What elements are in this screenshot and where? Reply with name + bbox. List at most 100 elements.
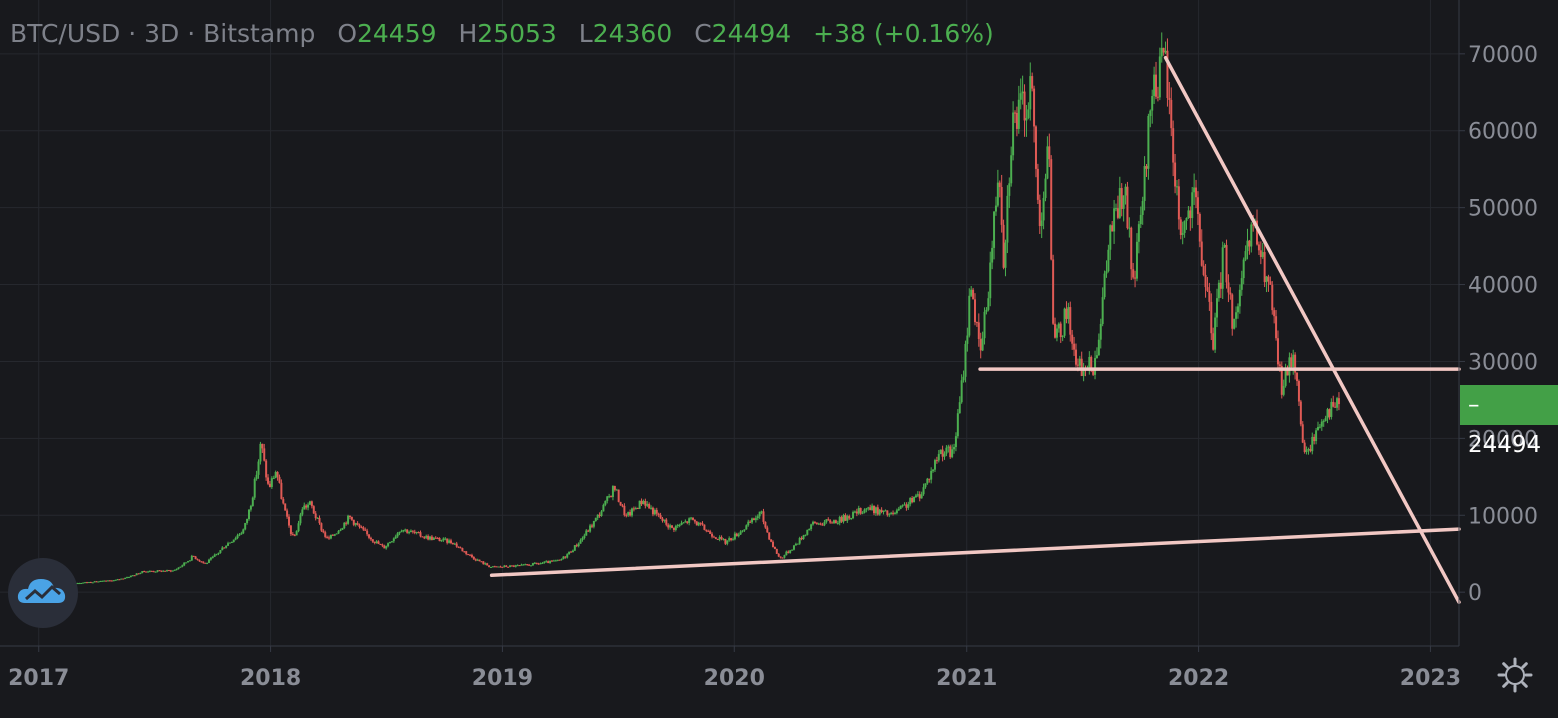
candle-body [194,556,197,560]
candle-body [716,538,719,540]
candle-body [810,524,813,530]
candle-body [95,581,98,583]
candle-body [1263,252,1266,283]
candle-body [1172,128,1175,163]
candle-body [947,446,950,448]
candle-body [1324,418,1327,422]
candle-body [735,533,738,537]
candle-body [93,581,96,583]
candle-body [1090,356,1093,369]
candle-body [303,505,306,510]
candle-body [745,525,748,530]
candle-body [528,564,531,566]
candle-body [800,538,803,540]
candle-body [227,543,230,546]
candle-body [78,583,81,585]
candle-body [728,538,731,541]
candle-body [143,571,146,573]
candle-body [1137,224,1140,242]
candle-body [941,449,944,457]
candle-body [1296,372,1299,382]
last-price-value: 24494 [1468,432,1542,458]
candle-body [589,525,592,532]
candle-body [1337,398,1340,405]
candle-body [1185,217,1188,221]
candle-body [320,523,323,531]
candle-body [331,534,334,536]
candle-body [501,566,504,568]
candle-body [108,580,111,582]
candle-body [1309,449,1312,452]
candle-body [678,524,681,526]
candle-body [158,570,161,572]
candle-body [146,571,149,573]
y-tick-label: 70000 [1468,43,1538,68]
candle-body [118,579,121,581]
candle-body [796,543,799,545]
trendline[interactable] [1163,55,1461,604]
candle-body [188,560,191,562]
candle-body [1290,357,1293,368]
candle-body [1038,199,1041,227]
candle-body [478,559,481,562]
candle-body [606,496,609,501]
trendline[interactable] [489,527,1461,577]
candle-body [638,500,641,509]
candle-body [417,532,420,534]
candle-body [792,545,795,550]
candle-body [924,483,927,488]
candle-body [253,478,256,498]
candle-body [242,529,245,534]
candle-body [1223,244,1226,248]
candle-body [156,570,159,572]
candle-body [914,495,917,498]
candle-body [326,536,329,538]
candle-body [1135,241,1138,279]
candle-body [463,551,466,553]
candle-body [516,565,519,567]
gear-icon[interactable] [1496,656,1534,694]
candle-body [1200,241,1203,266]
candle-body [619,501,622,506]
candle-body [602,504,605,512]
candle-body [469,554,472,556]
candle-body [669,525,672,528]
candle-body [857,508,860,514]
candle-body [878,509,881,515]
candle-body [676,525,679,527]
candle-body [1246,240,1249,252]
tradingview-cloud-logo-icon[interactable] [8,558,78,628]
candle-body [1170,99,1173,129]
candle-body [1318,426,1321,428]
candle-body [394,536,397,539]
candle-body [440,540,443,542]
candle-body [1055,328,1058,338]
candle-body [286,510,289,517]
candle-body [175,569,178,571]
candle-body [844,515,847,521]
candle-body [1252,224,1255,226]
candle-body [813,521,816,523]
candle-body [650,507,653,509]
time-axis[interactable]: 2017 2018 2019 2020 2021 2022 2023 [8,646,1461,691]
candle-body [794,543,797,546]
candle-body [884,510,887,512]
candle-body [181,565,184,567]
symbol-label[interactable]: BTC/USD · 3D · Bitstamp [10,19,316,48]
candle-body [951,449,954,458]
candle-body [257,461,260,475]
candle-body [975,322,978,324]
candle-body [122,578,125,580]
candle-body [712,536,715,538]
price-axis[interactable]: 0 10000 20000 30000 40000 50000 60000 70000 [1459,43,1538,606]
candle-body [105,580,108,582]
close-value: 24494 [711,19,792,48]
candle-body [791,549,794,551]
candle-body [1244,251,1247,260]
candle-body [385,546,388,549]
candle-body [409,530,412,533]
candle-body [608,496,611,498]
candle-body [566,554,569,558]
candle-body [535,562,538,564]
